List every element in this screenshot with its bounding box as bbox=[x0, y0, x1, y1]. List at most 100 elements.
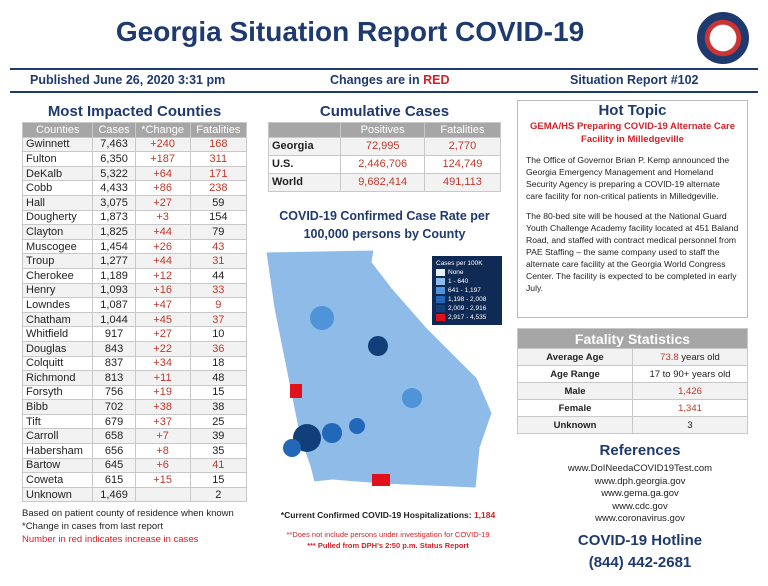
reference-link[interactable]: www.coronavirus.gov bbox=[595, 513, 685, 524]
table-row: Female 1,341 bbox=[517, 399, 748, 417]
legend-item: 1,198 - 2,008 bbox=[436, 295, 498, 304]
fatalities: 36 bbox=[189, 340, 248, 357]
table-row: Chatham 1,044 +45 37 bbox=[21, 311, 248, 328]
hotline-number[interactable]: (844) 442-2681 bbox=[588, 554, 692, 571]
fatalities: 154 bbox=[189, 209, 248, 226]
county-name: Hall bbox=[21, 194, 94, 211]
legend-swatch bbox=[436, 268, 445, 276]
table-row: Clayton 1,825 +44 79 bbox=[21, 224, 248, 240]
county-name: Habersham bbox=[21, 443, 94, 459]
change: +47 bbox=[134, 297, 191, 313]
cases: 3,075 bbox=[92, 194, 136, 211]
map-title: COVID-19 Confirmed Case Rate per 100,000… bbox=[279, 209, 490, 241]
hot-topic-paragraph: The Office of Governor Brian P. Kemp ann… bbox=[526, 155, 730, 201]
table-row: Habersham 656 +8 35 bbox=[21, 443, 248, 459]
table-row: U.S. 2,446,706 124,749 bbox=[267, 154, 502, 174]
county-name: Troup bbox=[21, 253, 94, 269]
county-name: Richmond bbox=[21, 370, 94, 386]
stat-label: Average Age bbox=[517, 348, 633, 366]
fatalities: 33 bbox=[189, 282, 248, 299]
reference-link[interactable]: www.DoINeedaCOVID19Test.com bbox=[567, 463, 713, 474]
cases: 615 bbox=[92, 472, 136, 488]
fatalities: 238 bbox=[189, 180, 248, 196]
legend-item: None bbox=[436, 268, 498, 277]
fatalities: 168 bbox=[189, 136, 248, 153]
fatalities: 10 bbox=[189, 326, 248, 342]
positives: 9,682,414 bbox=[340, 172, 425, 192]
cases: 4,433 bbox=[92, 180, 136, 196]
table-row: Cobb 4,433 +86 238 bbox=[21, 180, 248, 196]
county-name: Chatham bbox=[21, 311, 94, 328]
county-name: Cherokee bbox=[21, 267, 94, 284]
county-name: Bibb bbox=[21, 399, 94, 415]
note: *Change in cases from last report bbox=[22, 521, 163, 532]
table-row: Henry 1,093 +16 33 bbox=[21, 282, 248, 299]
change: +44 bbox=[134, 253, 191, 269]
table-row: Colquitt 837 +34 18 bbox=[21, 355, 248, 372]
table-row: Georgia 72,995 2,770 bbox=[267, 136, 502, 156]
cases: 1,189 bbox=[92, 267, 136, 284]
fatality-table: Fatality Statistics Average Age 73.8 years… bbox=[517, 328, 748, 434]
legend-item: 2,009 - 2,916 bbox=[436, 304, 498, 313]
county-red bbox=[290, 384, 302, 398]
stat-value: 73.8 years old bbox=[632, 348, 748, 366]
change: +86 bbox=[134, 180, 191, 196]
table-row: World 9,682,414 491,113 bbox=[267, 172, 502, 192]
county-name: Tift bbox=[21, 413, 94, 430]
stat-label: Female bbox=[517, 399, 633, 417]
change: +11 bbox=[134, 370, 191, 386]
references-title: References bbox=[599, 442, 681, 459]
legend-label: 1 - 640 bbox=[448, 278, 469, 285]
legend-swatch bbox=[436, 277, 445, 285]
table-row: Lowndes 1,087 +47 9 bbox=[21, 297, 248, 313]
stat-label: Age Range bbox=[517, 365, 633, 383]
column-header: Fatalities bbox=[423, 122, 502, 138]
stat-value: 1,341 bbox=[632, 399, 748, 417]
fatalities: 9 bbox=[189, 297, 248, 313]
hot-topic-panel: Hot Topic GEMA/HS Preparing COVID-19 Alt… bbox=[517, 100, 748, 318]
positives: 2,446,706 bbox=[340, 154, 425, 174]
cases: 1,873 bbox=[92, 209, 136, 226]
legend-swatch bbox=[436, 295, 445, 303]
stat-value: 1,426 bbox=[632, 382, 748, 400]
table-row: Whitfield 917 +27 10 bbox=[21, 326, 248, 342]
stat-label: Male bbox=[517, 382, 633, 400]
table-row: Unknown 3 bbox=[517, 416, 748, 434]
fatalities: 39 bbox=[189, 428, 248, 445]
county-name: Whitfield bbox=[21, 326, 94, 342]
column-header: Fatalities bbox=[189, 122, 248, 138]
fatalities: 43 bbox=[189, 238, 248, 255]
cases: 1,825 bbox=[92, 224, 136, 240]
county-light bbox=[402, 388, 422, 408]
table-row: Douglas 843 +22 36 bbox=[21, 340, 248, 357]
table-row: Male 1,426 bbox=[517, 382, 748, 400]
counties-table: Counties Cases *Change Fatalities Gwinnett 7,… bbox=[21, 122, 248, 503]
fatalities: 59 bbox=[189, 194, 248, 211]
cases: 645 bbox=[92, 457, 136, 474]
change: +64 bbox=[134, 165, 191, 182]
change: +187 bbox=[134, 151, 191, 167]
note: Based on patient county of residence whe… bbox=[22, 508, 234, 519]
cumulative-table: Positives Fatalities Georgia 72,995 2,770 U.S… bbox=[267, 122, 502, 192]
county-name: Fulton bbox=[21, 151, 94, 167]
change: +12 bbox=[134, 267, 191, 284]
column-header: Cases bbox=[92, 122, 136, 138]
fatalities: 124,749 bbox=[423, 154, 502, 174]
county-name: Douglas bbox=[21, 340, 94, 357]
reference-link[interactable]: www.cdc.gov bbox=[612, 500, 668, 512]
cases: 6,350 bbox=[92, 151, 136, 167]
legend-swatch bbox=[436, 313, 445, 321]
cases: 1,044 bbox=[92, 311, 136, 328]
fatalities: 41 bbox=[189, 457, 248, 474]
column-header bbox=[267, 122, 342, 138]
change: +8 bbox=[134, 443, 191, 459]
reference-link[interactable]: www.dph.georgia.gov bbox=[594, 475, 686, 487]
change: +19 bbox=[134, 384, 191, 401]
cases: 679 bbox=[92, 413, 136, 430]
fatalities: 44 bbox=[189, 267, 248, 284]
hospitalizations: *Current Confirmed COVID-19 Hospitalizat… bbox=[280, 510, 496, 520]
fatalities: 31 bbox=[189, 253, 248, 269]
table-row: Bartow 645 +6 41 bbox=[21, 457, 248, 474]
reference-link[interactable]: www.gema.ga.gov bbox=[601, 488, 679, 499]
change bbox=[134, 486, 191, 503]
